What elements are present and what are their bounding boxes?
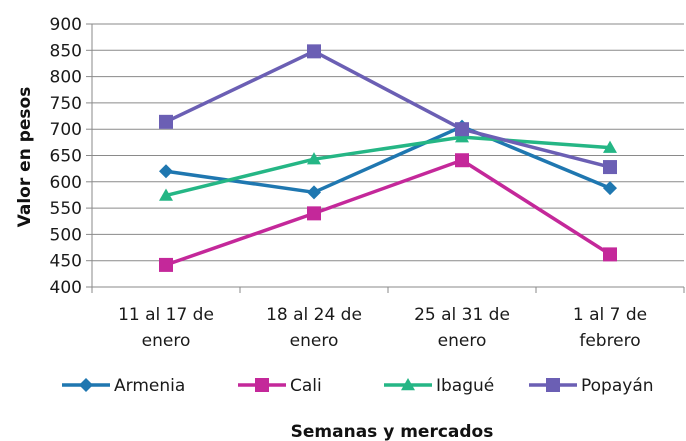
legend-label: Cali (290, 376, 322, 396)
series-cali (159, 153, 617, 272)
y-tick-label: 500 (50, 225, 82, 245)
x-tick-label: 18 al 24 de (266, 305, 362, 325)
legend-label: Armenia (114, 376, 185, 396)
data-point (307, 185, 321, 200)
series-popay-n (159, 44, 617, 175)
legend-swatch-marker (546, 378, 560, 392)
data-point (603, 160, 617, 175)
data-point (455, 153, 469, 168)
data-point (455, 122, 469, 137)
legend-item: Popayán (529, 376, 654, 396)
data-point (307, 44, 321, 59)
data-point (455, 130, 469, 143)
legend-item: Cali (238, 376, 322, 396)
legend-swatch-marker (255, 378, 269, 392)
y-tick-label: 750 (50, 94, 82, 114)
y-tick-label: 850 (50, 41, 82, 61)
x-tick-label: enero (290, 331, 339, 351)
axes: 400 450 500 550 600 650 700 750 800 850 900 11 al 1… (50, 15, 685, 351)
data-point (159, 114, 173, 129)
series-line (165, 158, 611, 267)
data-point (159, 164, 173, 179)
y-tick-label: 650 (50, 147, 82, 167)
legend-swatch-marker (79, 378, 93, 392)
legend-swatch-marker (401, 378, 415, 391)
legend-label: Ibagué (436, 376, 494, 396)
series-ibagu- (159, 130, 617, 201)
legend-item: Armenia (62, 376, 185, 396)
y-tick-label: 550 (50, 199, 82, 219)
series-line (165, 49, 611, 169)
y-tick-label: 800 (50, 68, 82, 88)
legend-label: Popayán (581, 376, 654, 396)
data-point (307, 152, 321, 165)
series-line (165, 124, 611, 195)
data-point (603, 181, 617, 196)
data-point (159, 257, 173, 272)
x-axis-title: Semanas y mercados (291, 422, 494, 441)
x-tick-label: enero (438, 331, 487, 351)
y-tick-label: 450 (50, 252, 82, 272)
x-tick-label: 1 al 7 de (573, 305, 647, 325)
series-lines (159, 44, 617, 272)
legend: Armenia Cali Ibagué Popayán (62, 376, 654, 396)
y-axis-title: Valor en pesos (15, 87, 35, 228)
x-tick-label: 25 al 31 de (414, 305, 510, 325)
legend-item: Ibagué (384, 376, 494, 396)
x-tick-label: 11 al 17 de (118, 305, 214, 325)
data-point (603, 140, 617, 153)
series-line (165, 135, 611, 198)
gridlines (92, 23, 684, 288)
x-tick-label: enero (142, 331, 191, 351)
data-point (159, 188, 173, 201)
data-point (307, 206, 321, 221)
y-tick-label: 600 (50, 173, 82, 193)
y-tick-label: 700 (50, 120, 82, 140)
y-tick-label: 400 (50, 278, 82, 298)
data-point (603, 247, 617, 262)
y-tick-label: 900 (50, 15, 82, 35)
x-tick-label: febrero (579, 331, 640, 351)
